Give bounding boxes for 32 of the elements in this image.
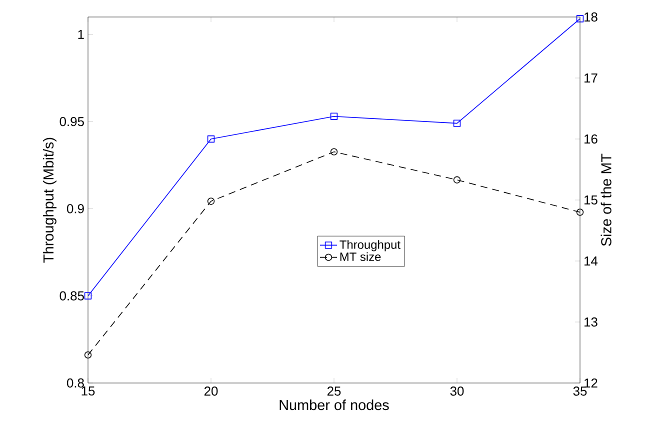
- x-tick-label: 30: [450, 386, 464, 396]
- point: [330, 148, 338, 156]
- y2-tick-label: 14: [584, 256, 598, 266]
- y-tick-label: 0.95: [60, 116, 84, 126]
- y2-tick-label: 17: [584, 74, 598, 82]
- point: [84, 351, 92, 359]
- point: [207, 135, 215, 143]
- y-tick-label: 1: [78, 30, 84, 39]
- point: [207, 198, 215, 205]
- legend-label: Throughput: [340, 240, 400, 252]
- point: [453, 120, 461, 127]
- point: [453, 176, 461, 184]
- y2-axis-title: Size of the MT: [600, 154, 612, 246]
- legend-label: MT size: [340, 252, 381, 262]
- y-axis-title: Throughput (Mbit/s): [42, 138, 56, 263]
- y2-tick-label: 12: [584, 378, 598, 388]
- x-tick-label: 35: [573, 386, 587, 396]
- y2-tick-label: 16: [584, 134, 598, 144]
- x-tick-label: 20: [204, 386, 218, 396]
- x-axis-title: Number of nodes: [280, 400, 389, 410]
- x-tick-label: 25: [327, 386, 341, 396]
- y2-tick-label: 18: [584, 12, 598, 22]
- y2-tick-label: 15: [584, 195, 598, 205]
- point: [330, 112, 338, 120]
- y-tick-label: 0.9: [66, 204, 84, 214]
- point: [84, 292, 92, 300]
- y2-tick-label: 13: [584, 317, 598, 327]
- y-tick-label: 0.8: [66, 378, 84, 388]
- point: [576, 15, 584, 22]
- y-tick-label: 0.85: [60, 291, 84, 300]
- point: [576, 208, 584, 216]
- x-tick-label: 15: [82, 386, 95, 396]
